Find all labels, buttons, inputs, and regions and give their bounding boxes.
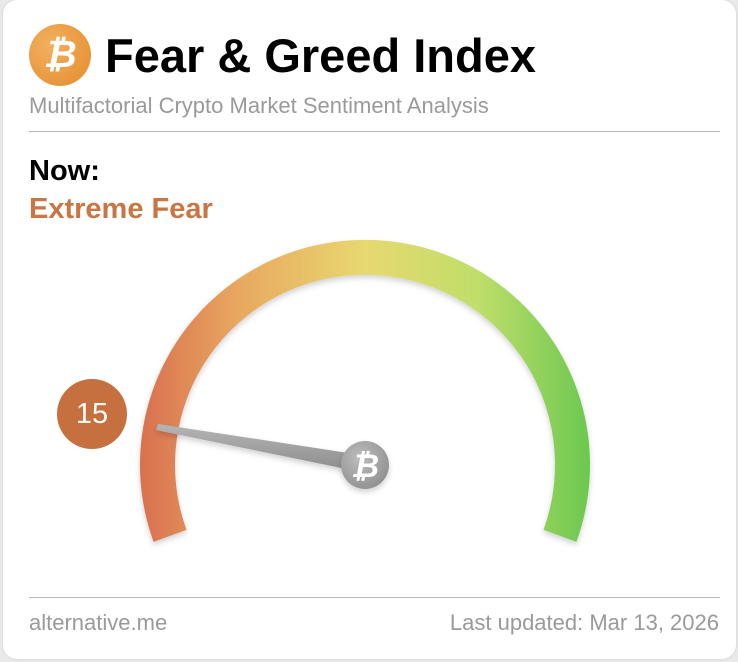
header-divider	[29, 131, 720, 132]
widget-title: Fear & Greed Index	[105, 28, 536, 82]
source-link[interactable]: alternative.me	[29, 610, 168, 635]
gauge-hub	[341, 441, 389, 489]
now-label: Now:	[29, 155, 100, 187]
bitcoin-logo-icon: ₿	[29, 24, 91, 86]
gauge-arc	[140, 239, 590, 542]
fear-greed-widget: ₿ Fear & Greed Index Multifactorial Cryp…	[3, 0, 736, 659]
sentiment-classification: Extreme Fear	[29, 193, 213, 225]
gauge-needle	[156, 424, 355, 470]
bitcoin-hub-icon: ₿	[351, 447, 379, 485]
sentiment-gauge: ₿	[140, 239, 590, 542]
footer-divider	[29, 597, 720, 598]
widget-subtitle: Multifactorial Crypto Market Sentiment A…	[29, 93, 489, 118]
index-value-badge: 15	[57, 379, 127, 449]
last-updated: Last updated: Mar 13, 2026	[449, 610, 719, 635]
header: ₿ Fear & Greed Index	[29, 24, 536, 86]
